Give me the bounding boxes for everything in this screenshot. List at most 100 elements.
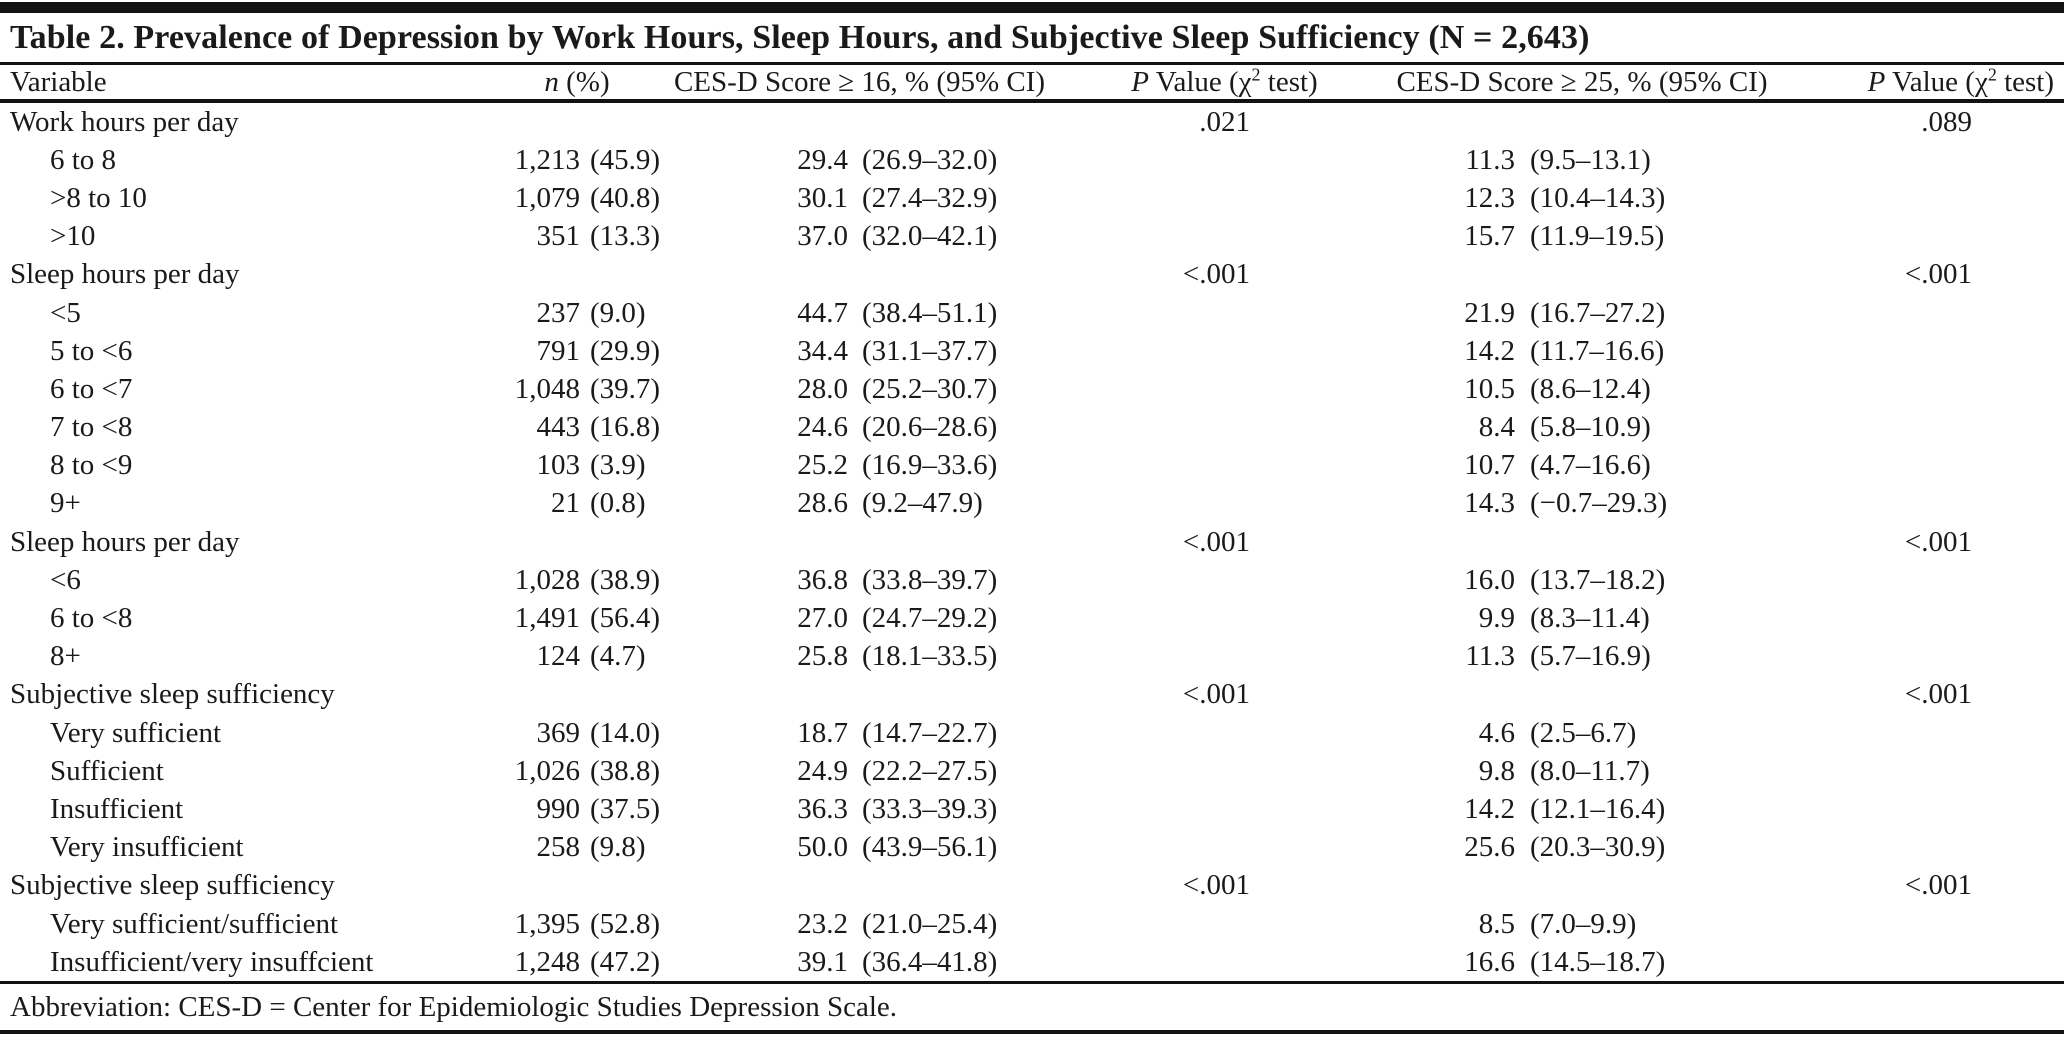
chi-squared-superscript: 2	[1251, 63, 1261, 84]
confidence-interval: (14.7–22.7)	[862, 716, 998, 749]
value: 25.2	[797, 449, 848, 482]
confidence-interval: (14.0)	[590, 716, 661, 749]
confidence-interval: (11.7–16.6)	[1530, 334, 1665, 367]
n-percent-cell: 1,028 (38.9)	[462, 564, 692, 597]
value: 258	[536, 831, 581, 864]
confidence-interval: (33.3–39.3)	[862, 792, 998, 825]
value: 44.7	[797, 296, 848, 329]
cesd16-cell: 25.8 (18.1–33.5)	[692, 640, 1147, 673]
confidence-interval: (11.9–19.5)	[1530, 220, 1665, 253]
chi-squared-superscript: 2	[1987, 63, 1997, 84]
n-percent-cell: 1,048 (39.7)	[462, 373, 692, 406]
confidence-interval: (27.4–32.9)	[862, 181, 998, 214]
table-row: >8 to 10 1,079 (40.8) 30.1 (27.4–32.9) 12.3 (1…	[0, 179, 2064, 217]
cesd16-cell: 39.1 (36.4–41.8)	[692, 946, 1147, 979]
confidence-interval: (20.3–30.9)	[1530, 831, 1666, 864]
value: 24.6	[797, 411, 848, 444]
cesd25-cell: 16.6 (14.5–18.7)	[1322, 946, 1782, 979]
confidence-interval: (36.4–41.8)	[862, 945, 998, 978]
confidence-interval: (2.5–6.7)	[1530, 716, 1637, 749]
confidence-interval: (−0.7–29.3)	[1530, 487, 1668, 520]
cesd16-cell: 23.2 (21.0–25.4)	[692, 908, 1147, 941]
row-section-label: Sleep hours per day	[10, 258, 240, 291]
row-item-label: >8 to 10	[50, 181, 147, 214]
cesd16-cell: 29.4 (26.9–32.0)	[692, 144, 1147, 177]
confidence-interval: (25.2–30.7)	[862, 372, 998, 405]
row-item-label: 7 to <8	[50, 411, 133, 444]
value: 11.3	[1465, 143, 1515, 176]
table-row: Subjective sleep sufficiency <.001 <.001	[0, 676, 2064, 714]
table-row: 8+ 124 (4.7) 25.8 (18.1–33.5) 11.3 (5.7–16.9)	[0, 638, 2064, 676]
table-row: Sleep hours per day <.001 <.001	[0, 523, 2064, 561]
row-item-label: 6 to <8	[50, 602, 133, 635]
value: 39.1	[797, 945, 848, 978]
confidence-interval: (26.9–32.0)	[862, 143, 998, 176]
confidence-interval: (45.9)	[590, 143, 661, 176]
value: 10.7	[1464, 449, 1515, 482]
row-item-label: Very sufficient	[50, 716, 221, 749]
value: 1,026	[514, 754, 580, 787]
p-value16-cell: .021	[1199, 105, 1250, 138]
value: 28.0	[797, 372, 848, 405]
confidence-interval: (39.7)	[590, 372, 661, 405]
confidence-interval: (9.8)	[590, 831, 646, 864]
row-item-label: 5 to <6	[50, 334, 133, 367]
row-section-label: Work hours per day	[10, 105, 239, 138]
table-row: <6 1,028 (38.9) 36.8 (33.8–39.7) 16.0 (13.7–18…	[0, 561, 2064, 599]
table-row: 6 to <7 1,048 (39.7) 28.0 (25.2–30.7) 10.5 (8.…	[0, 370, 2064, 408]
value: 1,048	[514, 372, 580, 405]
n-percent-cell: 21 (0.8)	[462, 487, 692, 520]
n-percent-cell: 1,248 (47.2)	[462, 946, 692, 979]
confidence-interval: (40.8)	[590, 181, 661, 214]
n-percent-cell: 124 (4.7)	[462, 640, 692, 673]
table-row: <5 237 (9.0) 44.7 (38.4–51.1) 21.9 (16.7–27.2)	[0, 294, 2064, 332]
cesd16-cell: 24.9 (22.2–27.5)	[692, 755, 1147, 788]
cesd16-cell: 18.7 (14.7–22.7)	[692, 717, 1147, 750]
table-row: Sleep hours per day <.001 <.001	[0, 256, 2064, 294]
confidence-interval: (9.5–13.1)	[1530, 143, 1651, 176]
confidence-interval: (12.1–16.4)	[1530, 792, 1666, 825]
value: 28.6	[797, 487, 848, 520]
confidence-interval: (56.4)	[590, 602, 661, 635]
cesd16-cell: 27.0 (24.7–29.2)	[692, 602, 1147, 635]
cesd25-cell: 9.8 (8.0–11.7)	[1322, 755, 1782, 788]
cesd16-cell: 50.0 (43.9–56.1)	[692, 831, 1147, 864]
confidence-interval: (37.5)	[590, 792, 661, 825]
cesd25-cell: 14.3 (−0.7–29.3)	[1322, 487, 1782, 520]
p-value25-cell: <.001	[1904, 678, 1972, 711]
value: 8.5	[1478, 907, 1515, 940]
cesd25-cell: 9.9 (8.3–11.4)	[1322, 602, 1782, 635]
confidence-interval: (16.8)	[590, 411, 661, 444]
cesd25-cell: 21.9 (16.7–27.2)	[1322, 297, 1782, 330]
value: 18.7	[797, 716, 848, 749]
confidence-interval: (7.0–9.9)	[1530, 907, 1637, 940]
confidence-interval: (21.0–25.4)	[862, 907, 998, 940]
value: 1,248	[514, 945, 580, 978]
row-item-label: Insufficient	[50, 792, 184, 825]
top-rule	[0, 2, 2064, 13]
cesd16-cell: 37.0 (32.0–42.1)	[692, 220, 1147, 253]
confidence-interval: (43.9–56.1)	[862, 831, 998, 864]
value: 11.3	[1465, 640, 1515, 673]
confidence-interval: (16.9–33.6)	[862, 449, 998, 482]
value: 1,028	[514, 563, 580, 596]
cesd25-cell: 14.2 (11.7–16.6)	[1322, 335, 1782, 368]
column-header-cesd25: CES-D Score ≥ 25, % (95% CI)	[1396, 65, 1768, 98]
table-row: Work hours per day .021 .089	[0, 103, 2064, 141]
confidence-interval: (0.8)	[590, 487, 646, 520]
value: 1,213	[514, 143, 580, 176]
confidence-interval: (52.8)	[590, 907, 661, 940]
n-percent-cell: 443 (16.8)	[462, 411, 692, 444]
table-row: 7 to <8 443 (16.8) 24.6 (20.6–28.6) 8.4 (5.8–1…	[0, 409, 2064, 447]
value: 791	[536, 334, 581, 367]
confidence-interval: (8.6–12.4)	[1530, 372, 1651, 405]
value: 36.8	[797, 563, 848, 596]
cesd25-cell: 15.7 (11.9–19.5)	[1322, 220, 1782, 253]
confidence-interval: (20.6–28.6)	[862, 411, 998, 444]
value: 8.4	[1478, 411, 1515, 444]
confidence-interval: (29.9)	[590, 334, 661, 367]
confidence-interval: (31.1–37.7)	[862, 334, 998, 367]
value: 351	[536, 220, 581, 253]
n-percent-cell: 791 (29.9)	[462, 335, 692, 368]
